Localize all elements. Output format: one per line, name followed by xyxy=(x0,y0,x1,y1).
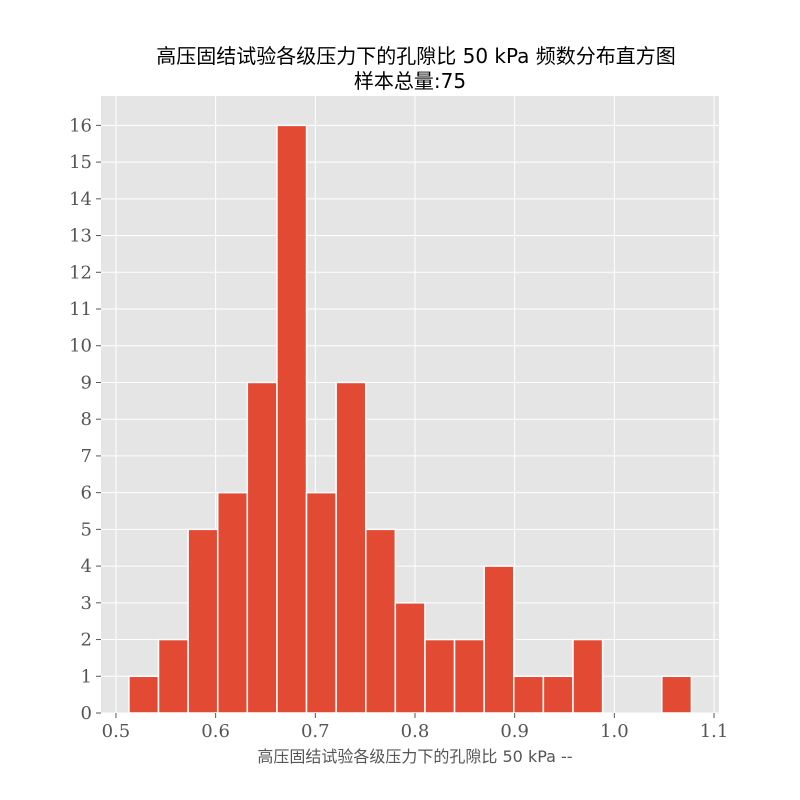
y-tick-label: 3 xyxy=(81,593,92,614)
histogram-bar xyxy=(513,675,545,714)
histogram-bar xyxy=(424,638,456,714)
histogram-bar xyxy=(483,565,515,714)
histogram-bar xyxy=(364,528,397,714)
x-axis-ticks: 0.5 0.6 0.7 0.8 0.9 1.0 1.1 xyxy=(102,713,729,742)
histogram-bar xyxy=(128,675,160,714)
y-tick-label: 14 xyxy=(69,189,92,210)
y-tick-label: 7 xyxy=(81,446,92,467)
y-tick-label: 4 xyxy=(81,556,92,577)
histogram-bar xyxy=(246,381,278,714)
histogram-bars xyxy=(128,124,693,714)
histogram-bar xyxy=(187,528,219,714)
x-tick-label: 0.8 xyxy=(401,721,430,742)
y-tick-label: 16 xyxy=(69,115,92,136)
y-tick-label: 1 xyxy=(81,666,92,687)
x-tick-label: 0.7 xyxy=(301,721,330,742)
y-tick-label: 9 xyxy=(81,372,92,393)
histogram-bar xyxy=(453,638,485,714)
y-tick-label: 12 xyxy=(69,262,92,283)
chart-subtitle: 样本总量:75 xyxy=(354,69,466,93)
x-tick-label: 1.1 xyxy=(700,721,729,742)
x-tick-label: 1.0 xyxy=(600,721,629,742)
x-tick-label: 0.5 xyxy=(102,721,131,742)
x-tick-label: 0.6 xyxy=(201,721,230,742)
x-tick-label: 0.9 xyxy=(500,721,529,742)
x-axis-label: 高压固结试验各级压力下的孔隙比 50 kPa -- xyxy=(257,747,572,766)
y-tick-label: 2 xyxy=(81,630,92,651)
y-tick-label: 13 xyxy=(69,226,92,247)
histogram-bar xyxy=(157,638,189,714)
histogram-bar xyxy=(661,675,693,714)
y-tick-label: 0 xyxy=(81,703,92,724)
histogram-bar xyxy=(572,638,604,714)
y-tick-label: 10 xyxy=(69,336,92,357)
histogram-bar xyxy=(276,124,308,714)
chart-title: 高压固结试验各级压力下的孔隙比 50 kPa 频数分布直方图 xyxy=(156,44,676,68)
y-tick-label: 11 xyxy=(69,299,92,320)
histogram-bar xyxy=(216,491,249,714)
y-tick-label: 6 xyxy=(81,483,92,504)
histogram-bar xyxy=(305,491,337,714)
histogram-bar xyxy=(335,381,367,714)
histogram-bar xyxy=(394,602,426,714)
histogram-bar xyxy=(542,675,574,714)
y-tick-label: 15 xyxy=(69,152,92,173)
y-tick-label: 5 xyxy=(81,519,92,540)
y-tick-label: 8 xyxy=(81,409,92,430)
